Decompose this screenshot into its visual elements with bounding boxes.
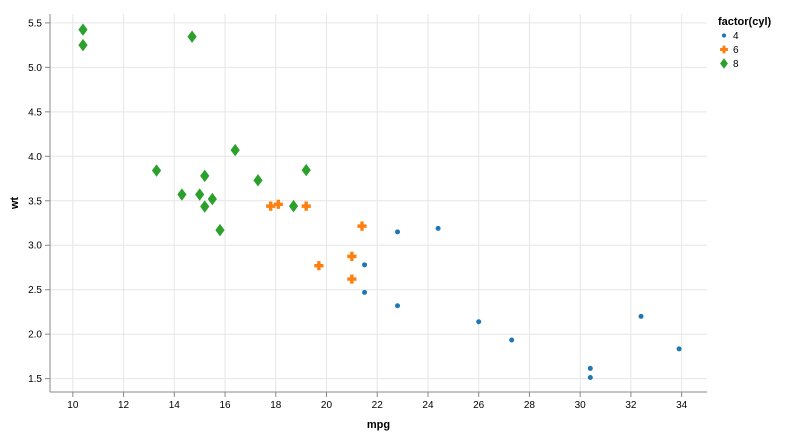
x-tick-label: 14: [169, 400, 181, 411]
x-tick-label: 22: [372, 400, 384, 411]
series-4: [362, 225, 682, 381]
y-tick-label: 2.5: [28, 285, 42, 296]
x-tick-label: 34: [676, 400, 688, 411]
legend-entry-8: 8: [720, 58, 739, 70]
y-axis-title: wt: [9, 197, 21, 211]
data-point: [676, 346, 682, 352]
legend-entry-6: 6: [720, 45, 739, 56]
legend: factor(cyl) 4 6 8: [718, 16, 772, 70]
legend-symbol-circle: [721, 33, 727, 38]
series-6: [266, 199, 367, 284]
x-tick-label: 24: [422, 400, 434, 411]
data-point: [638, 313, 644, 319]
data-point: [395, 303, 401, 309]
data-point: [435, 225, 441, 231]
y-tick-label: 3.5: [28, 196, 42, 207]
data-point: [151, 164, 162, 177]
legend-label: 6: [733, 45, 739, 56]
data-point: [230, 143, 240, 157]
data-point: [509, 337, 515, 343]
x-axis-title: mpg: [367, 419, 390, 431]
y-tick-label: 5.5: [28, 18, 42, 29]
data-point: [78, 38, 88, 52]
grid-layer: [50, 14, 707, 392]
legend-entries: 4 6 8: [720, 31, 739, 70]
legend-entry-4: 4: [721, 31, 739, 42]
data-point: [362, 289, 368, 295]
x-tick-label: 12: [118, 400, 130, 411]
data-point: [587, 365, 593, 371]
data-point: [200, 169, 210, 183]
data-point: [362, 262, 368, 268]
x-tick-label: 10: [67, 400, 79, 411]
x-tick-label: 32: [625, 400, 637, 411]
data-point: [273, 199, 283, 209]
data-point: [207, 192, 217, 206]
x-tick-label: 28: [524, 400, 536, 411]
data-point: [266, 201, 276, 211]
series-8: [78, 23, 311, 237]
y-tick-label: 4.0: [28, 152, 42, 163]
legend-title: factor(cyl): [718, 16, 772, 28]
data-point: [78, 23, 88, 36]
y-tick-label: 5.0: [28, 63, 42, 74]
data-point: [301, 201, 311, 211]
legend-symbol-diamond: [720, 58, 728, 69]
x-tick-label: 20: [321, 400, 333, 411]
x-tick-label: 18: [270, 400, 282, 411]
data-point: [177, 188, 187, 201]
data-point: [347, 274, 357, 284]
data-point: [314, 261, 324, 271]
data-point: [587, 375, 593, 381]
y-tick-label: 4.5: [28, 107, 42, 118]
data-point: [288, 199, 299, 213]
data-point: [301, 163, 311, 177]
data-point: [253, 174, 263, 187]
legend-label: 4: [733, 31, 739, 42]
data-point: [395, 229, 401, 235]
legend-label: 8: [733, 59, 739, 70]
y-tick-label: 2.0: [28, 330, 42, 341]
data-point: [347, 251, 357, 261]
data-point: [187, 30, 197, 43]
data-point: [215, 223, 225, 237]
points-layer: [78, 23, 682, 381]
legend-symbol-cross: [720, 45, 728, 54]
y-tick-label: 1.5: [28, 374, 42, 385]
x-tick-label: 26: [473, 400, 485, 411]
y-tick-label: 3.0: [28, 241, 42, 252]
data-point: [200, 200, 210, 213]
data-point: [195, 188, 205, 201]
x-tick-label: 16: [219, 400, 231, 411]
data-point: [357, 221, 367, 231]
x-tick-label: 30: [575, 400, 587, 411]
data-point: [476, 319, 482, 325]
axes-layer: 10 12 14 16 18 20 22 24 26 28 30 32 34 1.5 2.0 2.5 3.0 3.…: [28, 14, 707, 411]
